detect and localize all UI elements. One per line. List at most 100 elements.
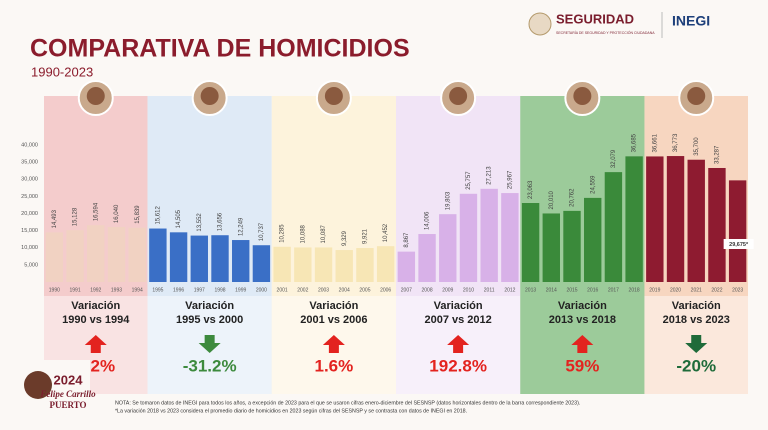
value-label: 14,493 <box>52 209 58 228</box>
variation-range: 2001 vs 2006 <box>300 314 367 326</box>
variation-title: Variación <box>558 300 607 312</box>
y-tick-label: 25,000 <box>21 194 38 200</box>
footer-year: 2024 <box>54 372 84 387</box>
bar <box>211 235 229 282</box>
bar <box>190 235 208 282</box>
variation-change: -31.2% <box>183 356 237 375</box>
bar <box>563 210 581 282</box>
bar <box>87 225 105 282</box>
bar <box>646 156 664 282</box>
bar <box>294 247 312 282</box>
x-tick-label: 1996 <box>173 287 184 293</box>
bar <box>128 227 146 282</box>
y-tick-label: 30,000 <box>21 177 38 183</box>
bar <box>625 156 643 282</box>
variation-title: Variación <box>434 300 483 312</box>
value-label: 10,088 <box>300 224 306 243</box>
value-label: 8,867 <box>404 232 410 248</box>
x-tick-label: 2019 <box>649 287 660 293</box>
x-tick-label: 2003 <box>318 287 329 293</box>
y-tick-label: 35,000 <box>21 160 38 166</box>
variation-change: 59% <box>565 356 599 375</box>
value-label: 13,552 <box>197 213 203 232</box>
footer-portrait <box>24 371 52 399</box>
note: NOTA: Se tomaron datos de INEGI para tod… <box>115 400 580 406</box>
value-label: 10,285 <box>280 224 286 243</box>
title: COMPARATIVA DE HOMICIDIOS <box>30 35 410 63</box>
value-label: 10,737 <box>259 222 265 241</box>
portrait-face <box>324 87 343 105</box>
value-label: 15,128 <box>73 207 79 226</box>
x-tick-label: 2001 <box>277 287 288 293</box>
note: *La variación 2018 vs 2023 considera el … <box>115 408 467 414</box>
x-tick-label: 2009 <box>442 287 453 293</box>
value-label: 36,661 <box>652 133 658 152</box>
bar <box>45 232 64 282</box>
bar <box>728 180 747 282</box>
bar <box>439 214 457 282</box>
bar <box>376 246 395 282</box>
value-label: 33,287 <box>715 145 721 164</box>
value-label: 32,079 <box>611 149 617 168</box>
x-tick-label: 2007 <box>401 287 412 293</box>
bar <box>149 228 167 282</box>
y-tick-label: 40,000 <box>21 142 38 148</box>
seguridad-emblem <box>528 12 552 36</box>
variation-title: Variación <box>71 300 120 312</box>
x-tick-label: 2023 <box>732 287 743 293</box>
variation-change: 1.6% <box>315 356 354 375</box>
value-label: 12,249 <box>238 217 244 236</box>
value-label: 15,839 <box>135 205 141 224</box>
value-label: 25,757 <box>466 171 472 190</box>
value-label: 20,762 <box>570 188 576 207</box>
x-tick-label: 1992 <box>90 287 101 293</box>
bar <box>418 234 436 282</box>
value-label: 36,773 <box>673 133 679 152</box>
x-tick-label: 2008 <box>421 287 432 293</box>
variation-title: Variación <box>672 300 721 312</box>
portrait-face <box>200 87 219 105</box>
bar <box>66 230 84 282</box>
footer-name: Felipe Carrillo <box>39 389 96 399</box>
variation-change: -20% <box>676 356 716 375</box>
x-tick-label: 1997 <box>194 287 205 293</box>
variation-range: 1995 vs 2000 <box>176 314 243 326</box>
bar <box>314 247 333 282</box>
bar <box>708 167 726 282</box>
x-tick-label: 1995 <box>152 287 163 293</box>
value-label: 36,685 <box>632 133 638 152</box>
chart: 5,000 10,000 15,000 20,000 25,000 30,000 35,00… <box>21 80 754 394</box>
bar <box>459 193 478 282</box>
variation-arrow <box>84 335 107 353</box>
portrait-face <box>449 87 468 105</box>
value-label: 14,006 <box>425 211 431 230</box>
bar <box>169 232 188 282</box>
value-label: 9,329 <box>342 230 348 246</box>
logo-main: SEGURIDAD <box>556 11 634 26</box>
portrait-face <box>86 87 105 105</box>
x-tick-label: 2020 <box>670 287 681 293</box>
variation-range: 2013 vs 2018 <box>549 314 616 326</box>
x-tick-label: 2017 <box>608 287 619 293</box>
variation-range: 1990 vs 1994 <box>62 314 130 326</box>
bar <box>521 203 540 282</box>
x-tick-label: 2010 <box>463 287 474 293</box>
x-tick-label: 1991 <box>69 287 80 293</box>
bar <box>501 193 519 282</box>
value-label: 15,612 <box>155 206 161 225</box>
bar <box>687 159 705 282</box>
portrait-face <box>687 87 706 105</box>
x-tick-label: 2018 <box>629 287 640 293</box>
bar <box>542 213 560 282</box>
variation-range: 2018 vs 2023 <box>663 314 730 326</box>
logo-inegi: INEGI <box>672 13 710 29</box>
x-tick-label: 2022 <box>711 287 722 293</box>
bar <box>335 250 353 282</box>
value-label: 10,452 <box>383 223 389 242</box>
x-tick-label: 2012 <box>504 287 515 293</box>
value-label: 29,675* <box>729 242 749 248</box>
x-tick-label: 1994 <box>132 287 143 293</box>
x-tick-label: 2006 <box>380 287 391 293</box>
value-label: 35,700 <box>694 137 700 156</box>
